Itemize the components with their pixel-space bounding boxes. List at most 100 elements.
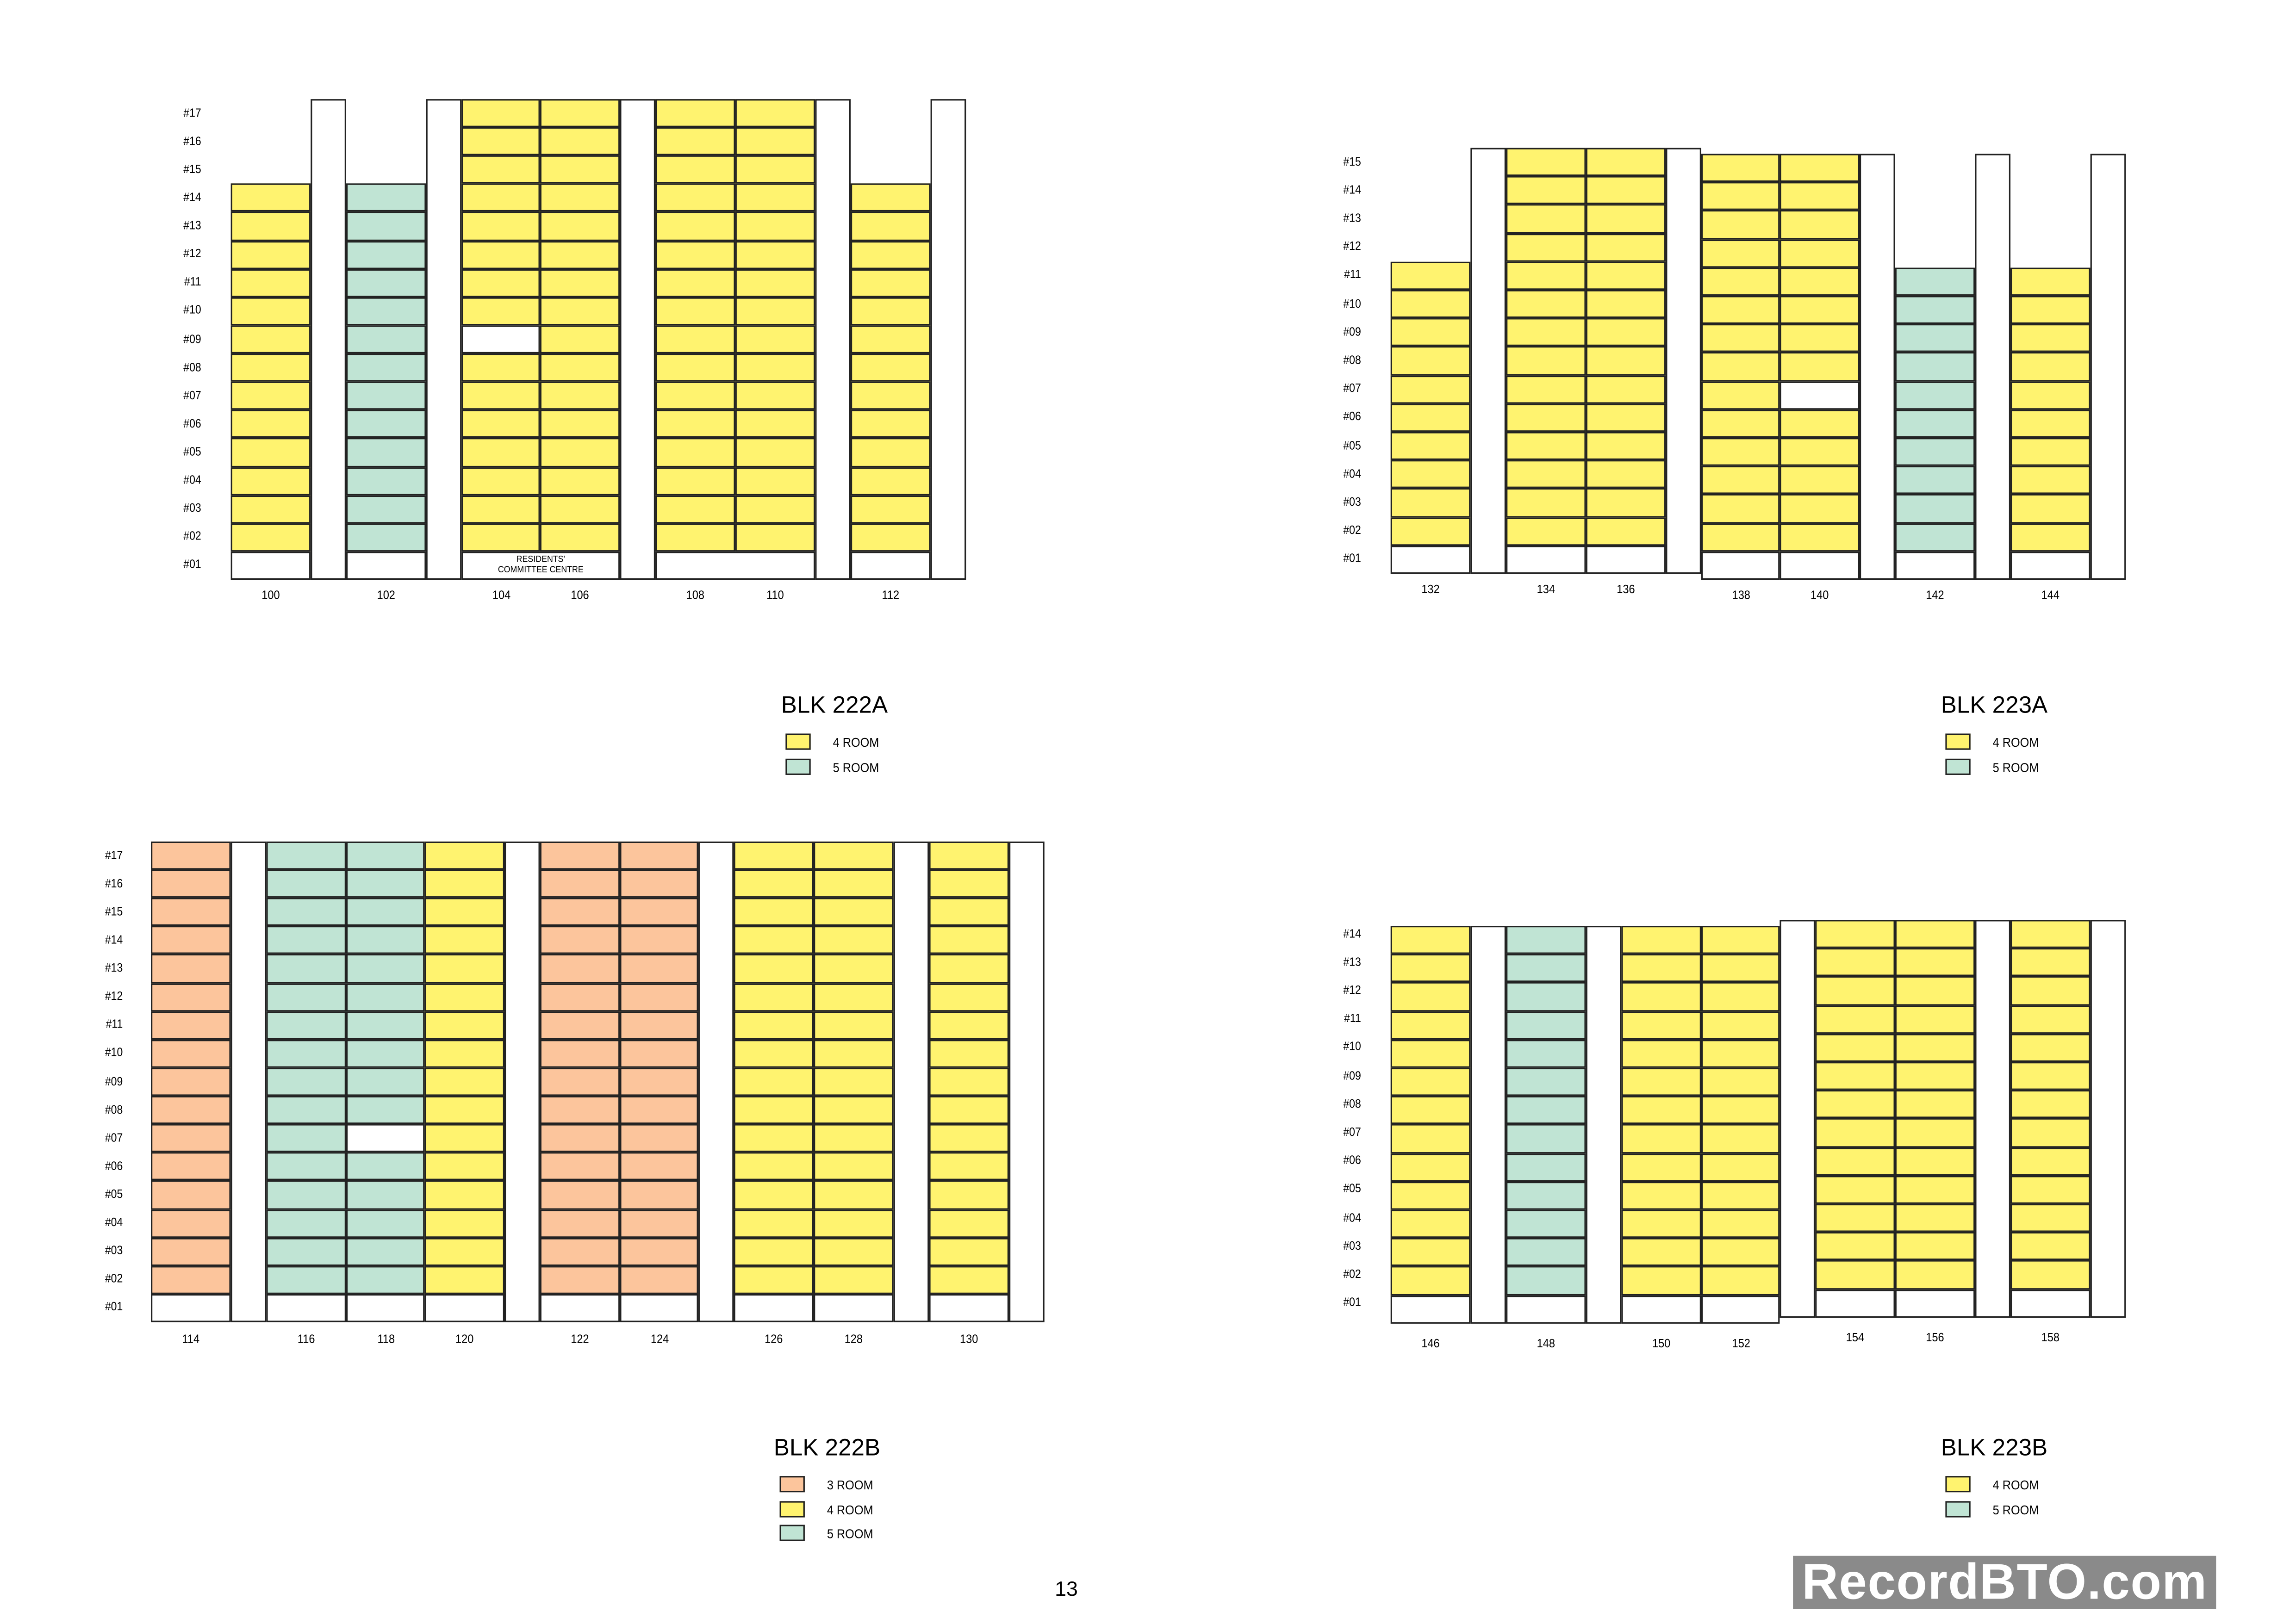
unit-cell-116-17[interactable] — [266, 841, 346, 870]
unit-cell-146-06[interactable] — [1390, 1153, 1471, 1182]
unit-cell-158-04[interactable] — [2010, 1203, 2091, 1233]
unit-cell-106-09[interactable] — [540, 325, 620, 354]
unit-cell-114-04[interactable] — [151, 1209, 231, 1238]
unit-cell-148-08[interactable] — [1506, 1096, 1586, 1125]
unit-cell-136-06[interactable] — [1586, 403, 1666, 432]
unit-cell-144-04[interactable] — [2010, 466, 2091, 495]
unit-cell-130-17[interactable] — [929, 841, 1009, 870]
unit-cell-130-06[interactable] — [929, 1153, 1009, 1181]
unit-cell-146-07[interactable] — [1390, 1124, 1471, 1153]
unit-cell-136-09[interactable] — [1586, 318, 1666, 347]
unit-cell-118-10[interactable] — [346, 1039, 425, 1068]
unit-cell-144-08[interactable] — [2010, 353, 2091, 381]
unit-cell-130-12[interactable] — [929, 983, 1009, 1011]
unit-cell-100-11[interactable] — [230, 268, 311, 297]
unit-cell-150-11[interactable] — [1621, 1011, 1701, 1040]
unit-cell-134-13[interactable] — [1506, 205, 1586, 233]
unit-cell-128-06[interactable] — [814, 1153, 894, 1181]
unit-cell-136-14[interactable] — [1586, 176, 1666, 205]
unit-cell-134-08[interactable] — [1506, 347, 1586, 375]
unit-cell-146-13[interactable] — [1390, 954, 1471, 983]
unit-cell-156-03[interactable] — [1895, 1232, 1975, 1261]
unit-cell-102-10[interactable] — [346, 297, 426, 326]
unit-cell-118-03[interactable] — [346, 1237, 425, 1266]
unit-cell-106-13[interactable] — [540, 212, 620, 241]
unit-cell-102-13[interactable] — [346, 212, 426, 241]
unit-cell-120-06[interactable] — [424, 1153, 505, 1181]
unit-cell-122-13[interactable] — [540, 955, 620, 983]
unit-cell-108-06[interactable] — [655, 410, 735, 439]
unit-cell-142-08[interactable] — [1895, 353, 1975, 381]
unit-cell-148-07[interactable] — [1506, 1124, 1586, 1153]
unit-cell-150-06[interactable] — [1621, 1153, 1701, 1182]
unit-cell-138-04[interactable] — [1701, 466, 1780, 495]
unit-cell-154-11[interactable] — [1815, 1005, 1895, 1034]
unit-cell-136-11[interactable] — [1586, 261, 1666, 290]
unit-cell-124-11[interactable] — [620, 1011, 698, 1040]
unit-cell-152-11[interactable] — [1701, 1011, 1780, 1040]
unit-cell-138-05[interactable] — [1701, 438, 1780, 466]
unit-cell-108-07[interactable] — [655, 382, 735, 410]
unit-cell-128-02[interactable] — [814, 1265, 894, 1294]
unit-cell-108-09[interactable] — [655, 325, 735, 354]
unit-cell-138-14[interactable] — [1701, 182, 1780, 211]
unit-cell-138-12[interactable] — [1701, 239, 1780, 267]
unit-cell-118-16[interactable] — [346, 869, 425, 898]
unit-cell-120-16[interactable] — [424, 869, 505, 898]
unit-cell-154-10[interactable] — [1815, 1033, 1895, 1062]
unit-cell-110-04[interactable] — [735, 466, 815, 495]
unit-cell-110-08[interactable] — [735, 353, 815, 382]
unit-cell-152-10[interactable] — [1701, 1039, 1780, 1068]
unit-cell-138-07[interactable] — [1701, 381, 1780, 409]
unit-cell-126-14[interactable] — [734, 926, 814, 955]
unit-cell-104-10[interactable] — [461, 297, 540, 326]
unit-cell-148-09[interactable] — [1506, 1067, 1586, 1097]
unit-cell-104-11[interactable] — [461, 268, 540, 297]
unit-cell-134-05[interactable] — [1506, 432, 1586, 460]
unit-cell-116-07[interactable] — [266, 1124, 346, 1153]
unit-cell-124-17[interactable] — [620, 841, 698, 870]
unit-cell-108-05[interactable] — [655, 438, 735, 467]
unit-cell-108-04[interactable] — [655, 466, 735, 495]
unit-cell-136-07[interactable] — [1586, 375, 1666, 403]
unit-cell-104-05[interactable] — [461, 438, 540, 467]
unit-cell-138-15[interactable] — [1701, 154, 1780, 182]
unit-cell-120-12[interactable] — [424, 983, 505, 1011]
unit-cell-112-05[interactable] — [850, 438, 931, 467]
unit-cell-126-06[interactable] — [734, 1153, 814, 1181]
unit-cell-132-04[interactable] — [1390, 460, 1471, 489]
unit-cell-108-12[interactable] — [655, 240, 735, 269]
unit-cell-154-03[interactable] — [1815, 1232, 1895, 1261]
unit-cell-100-07[interactable] — [230, 382, 311, 410]
unit-cell-130-03[interactable] — [929, 1237, 1009, 1266]
unit-cell-120-14[interactable] — [424, 926, 505, 955]
unit-cell-136-15[interactable] — [1586, 148, 1666, 176]
unit-cell-144-02[interactable] — [2010, 523, 2091, 552]
unit-cell-118-11[interactable] — [346, 1011, 425, 1040]
unit-cell-140-11[interactable] — [1780, 267, 1860, 296]
unit-cell-122-17[interactable] — [540, 841, 620, 870]
unit-cell-138-13[interactable] — [1701, 211, 1780, 239]
unit-cell-104-09[interactable] — [461, 325, 540, 354]
unit-cell-114-17[interactable] — [151, 841, 231, 870]
unit-cell-112-08[interactable] — [850, 353, 931, 382]
unit-cell-142-10[interactable] — [1895, 296, 1975, 324]
unit-cell-102-04[interactable] — [346, 466, 426, 495]
unit-cell-116-12[interactable] — [266, 983, 346, 1011]
unit-cell-112-11[interactable] — [850, 268, 931, 297]
unit-cell-144-05[interactable] — [2010, 438, 2091, 466]
unit-cell-140-02[interactable] — [1780, 523, 1860, 552]
unit-cell-144-03[interactable] — [2010, 494, 2091, 523]
unit-cell-156-04[interactable] — [1895, 1203, 1975, 1233]
unit-cell-150-02[interactable] — [1621, 1266, 1701, 1295]
unit-cell-114-09[interactable] — [151, 1067, 231, 1096]
unit-cell-132-07[interactable] — [1390, 375, 1471, 403]
unit-cell-156-10[interactable] — [1895, 1033, 1975, 1062]
unit-cell-126-07[interactable] — [734, 1124, 814, 1153]
unit-cell-156-06[interactable] — [1895, 1147, 1975, 1176]
unit-cell-152-03[interactable] — [1701, 1238, 1780, 1267]
unit-cell-100-06[interactable] — [230, 410, 311, 439]
unit-cell-142-09[interactable] — [1895, 324, 1975, 353]
unit-cell-146-02[interactable] — [1390, 1266, 1471, 1295]
unit-cell-112-10[interactable] — [850, 297, 931, 326]
